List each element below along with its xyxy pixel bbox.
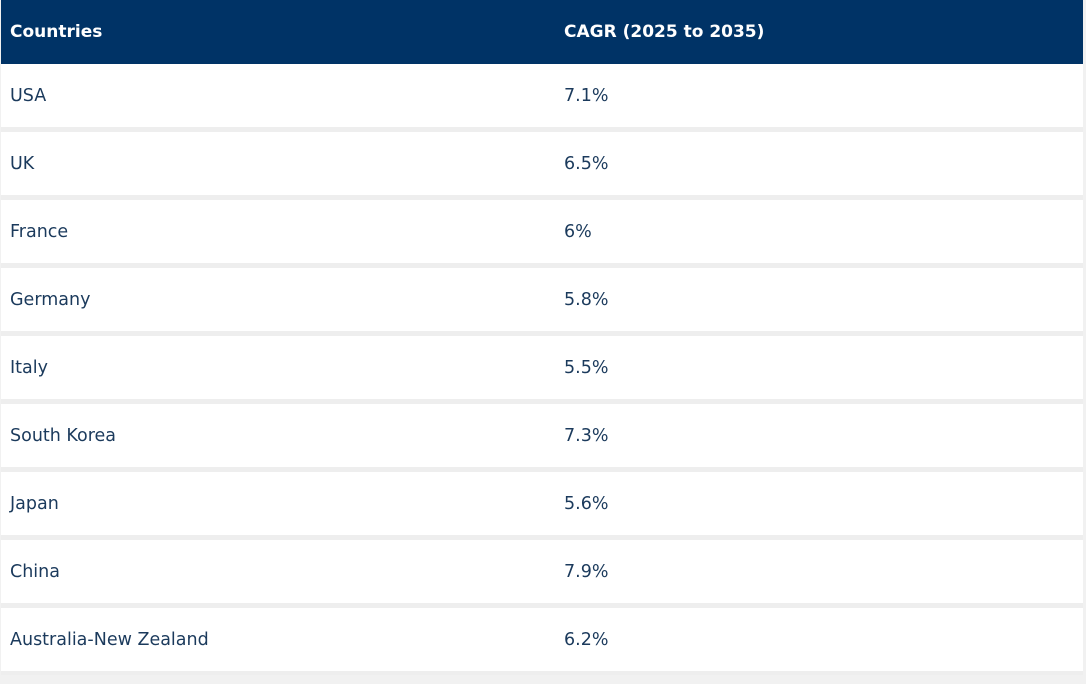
table-row: Italy 5.5% xyxy=(1,336,1083,404)
table-header: Countries CAGR (2025 to 2035) xyxy=(1,0,1083,64)
table-row: UK 6.5% xyxy=(1,132,1083,200)
table-row: China 7.9% xyxy=(1,540,1083,608)
table-row: South Korea 7.3% xyxy=(1,404,1083,472)
cagr-cell: 5.5% xyxy=(555,336,1083,404)
country-cell: South Korea xyxy=(1,404,555,472)
cagr-cell: 5.6% xyxy=(555,472,1083,540)
cagr-cell: 5.8% xyxy=(555,268,1083,336)
table-row: Australia-New Zealand 6.2% xyxy=(1,608,1083,675)
cagr-cell: 6.2% xyxy=(555,608,1083,675)
table-row: USA 7.1% xyxy=(1,64,1083,132)
table-row: France 6% xyxy=(1,200,1083,268)
country-cell: Australia-New Zealand xyxy=(1,608,555,675)
cagr-cell: 6.5% xyxy=(555,132,1083,200)
column-header-countries: Countries xyxy=(1,0,555,64)
column-header-cagr: CAGR (2025 to 2035) xyxy=(555,0,1083,64)
country-cell: Germany xyxy=(1,268,555,336)
country-cell: UK xyxy=(1,132,555,200)
table-body: USA 7.1% UK 6.5% France 6% Germany 5.8% … xyxy=(1,64,1083,675)
cagr-cell: 7.1% xyxy=(555,64,1083,132)
header-row: Countries CAGR (2025 to 2035) xyxy=(1,0,1083,64)
country-cell: Italy xyxy=(1,336,555,404)
country-cell: China xyxy=(1,540,555,608)
country-cell: France xyxy=(1,200,555,268)
cagr-cell: 7.9% xyxy=(555,540,1083,608)
cagr-cell: 7.3% xyxy=(555,404,1083,472)
country-cell: Japan xyxy=(1,472,555,540)
table-row: Japan 5.6% xyxy=(1,472,1083,540)
cagr-cell: 6% xyxy=(555,200,1083,268)
table-row: Germany 5.8% xyxy=(1,268,1083,336)
country-cell: USA xyxy=(1,64,555,132)
